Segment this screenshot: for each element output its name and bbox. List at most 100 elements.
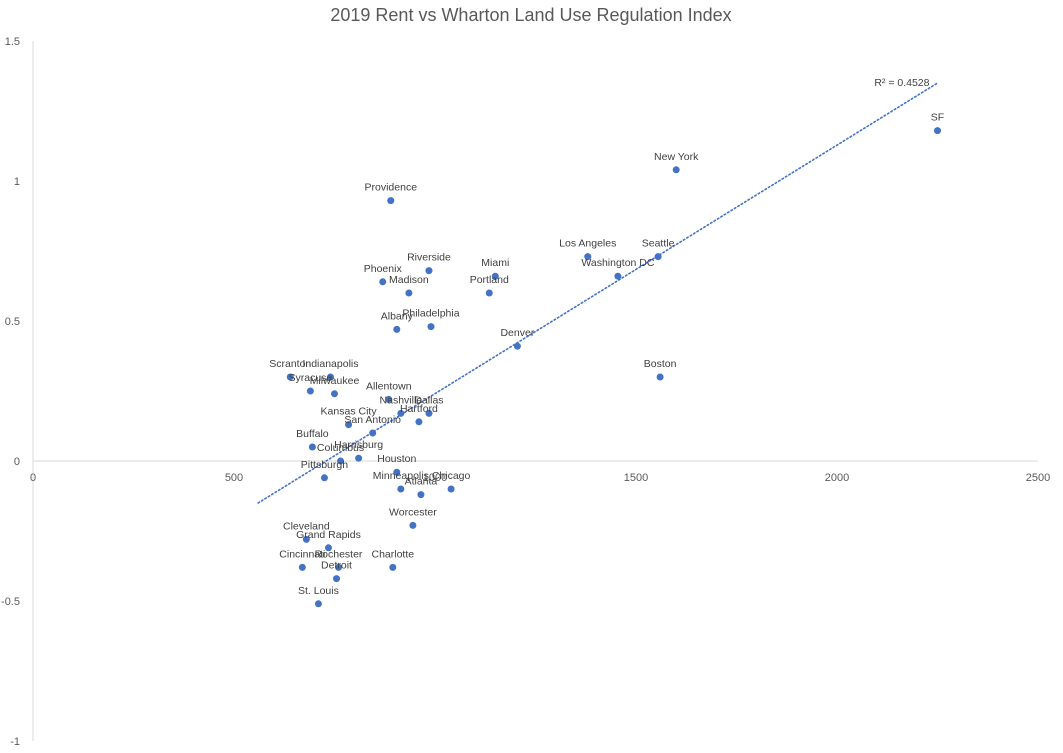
data-point	[654, 253, 662, 261]
data-point	[491, 272, 499, 280]
x-tick-label: 2500	[1026, 472, 1050, 484]
point-label: Cincinnati	[279, 548, 325, 560]
data-point	[379, 278, 387, 286]
point-label: Nashville	[380, 394, 423, 406]
point-label: Rochester	[315, 548, 363, 560]
data-point	[298, 563, 306, 571]
point-label: St. Louis	[298, 585, 339, 597]
point-label: Columbus	[317, 442, 364, 454]
data-point	[314, 600, 322, 608]
point-label: Miami	[481, 257, 509, 269]
point-label: Scranton	[269, 358, 311, 370]
data-point	[513, 342, 521, 350]
x-tick-label: 2000	[825, 472, 849, 484]
data-point	[345, 421, 353, 429]
point-label: Madison	[389, 274, 429, 286]
point-labels: SF New York Providence Los Angeles Seattle Wa…	[269, 112, 944, 597]
data-points	[286, 127, 941, 608]
point-label: Boston	[644, 358, 677, 370]
point-label: Allentown	[366, 380, 412, 392]
point-label: New York	[654, 151, 699, 163]
point-label: San Antonio	[344, 414, 401, 426]
point-label: Hartford	[400, 403, 438, 415]
data-point	[485, 289, 493, 297]
x-tick-label: 0	[30, 472, 36, 484]
point-label: Detroit	[321, 560, 352, 572]
data-point	[302, 535, 310, 543]
point-label: Milwaukee	[310, 375, 360, 387]
point-label: Dallas	[414, 394, 443, 406]
y-tick-label: 0.5	[5, 316, 20, 328]
point-label: Cleveland	[283, 520, 330, 532]
point-label: Riverside	[407, 252, 451, 264]
data-point	[333, 575, 341, 583]
point-label: Worcester	[389, 506, 437, 518]
data-point	[584, 253, 592, 261]
data-point	[397, 409, 405, 417]
point-label: Houston	[377, 453, 416, 465]
data-point	[355, 454, 363, 462]
data-point	[393, 325, 401, 333]
x-tick-label: 500	[225, 472, 243, 484]
point-label: Washington DC	[581, 257, 655, 269]
y-tick-label: -1	[10, 736, 20, 748]
point-label: Harrisburg	[334, 439, 383, 451]
data-point	[389, 563, 397, 571]
point-label: Seattle	[642, 238, 675, 250]
data-point	[672, 166, 680, 174]
point-label: SF	[931, 112, 944, 124]
point-label: Buffalo	[296, 428, 329, 440]
data-point	[306, 387, 314, 395]
data-point	[427, 323, 435, 331]
point-label: Atlanta	[405, 476, 438, 488]
data-point	[409, 521, 417, 529]
point-label: Portland	[470, 274, 509, 286]
point-label: Grand Rapids	[296, 529, 361, 541]
point-label: Philadelphia	[402, 308, 459, 320]
axes: 0 500 1000 1500 2000 2500 1.5 1 0.5 0 -0.5 -1	[1, 36, 1050, 748]
y-tick-label: 0	[14, 456, 20, 468]
point-label: Denver	[500, 327, 534, 339]
data-point	[934, 127, 941, 135]
data-point	[425, 409, 433, 417]
data-point	[387, 197, 395, 205]
point-label: Indianapolis	[302, 358, 358, 370]
data-point	[425, 267, 433, 275]
point-label: Los Angeles	[559, 238, 616, 250]
data-point	[308, 443, 316, 451]
data-point	[369, 429, 377, 437]
chart-title: 2019 Rent vs Wharton Land Use Regulation…	[330, 5, 731, 25]
data-point	[337, 457, 345, 465]
data-point	[385, 395, 393, 403]
r-squared-label: R² = 0.4528	[874, 77, 929, 89]
data-point	[286, 373, 294, 381]
point-label: Providence	[365, 182, 418, 194]
data-point	[331, 390, 338, 398]
data-point	[405, 289, 413, 297]
point-label: Kansas City	[321, 406, 378, 418]
point-label: Pittsburgh	[301, 459, 348, 471]
data-point	[447, 485, 455, 493]
point-label: Phoenix	[364, 263, 403, 275]
data-point	[397, 485, 405, 493]
point-label: Minneapolis	[373, 470, 429, 482]
data-point	[656, 373, 664, 381]
point-label: Chicago	[432, 470, 471, 482]
point-label: Albany	[381, 310, 414, 322]
data-point	[415, 418, 423, 426]
data-point	[320, 474, 328, 482]
point-label: Charlotte	[371, 548, 414, 560]
y-tick-label: 1.5	[5, 36, 20, 48]
data-point	[614, 272, 622, 280]
y-tick-label: 1	[14, 176, 20, 188]
point-label: Syracuse	[288, 372, 332, 384]
data-point	[324, 544, 332, 552]
data-point	[393, 468, 401, 476]
data-point	[417, 491, 425, 499]
x-tick-label: 1500	[624, 472, 648, 484]
x-tick-label: 1000	[423, 472, 447, 484]
y-tick-label: -0.5	[1, 596, 20, 608]
data-point	[326, 373, 334, 381]
